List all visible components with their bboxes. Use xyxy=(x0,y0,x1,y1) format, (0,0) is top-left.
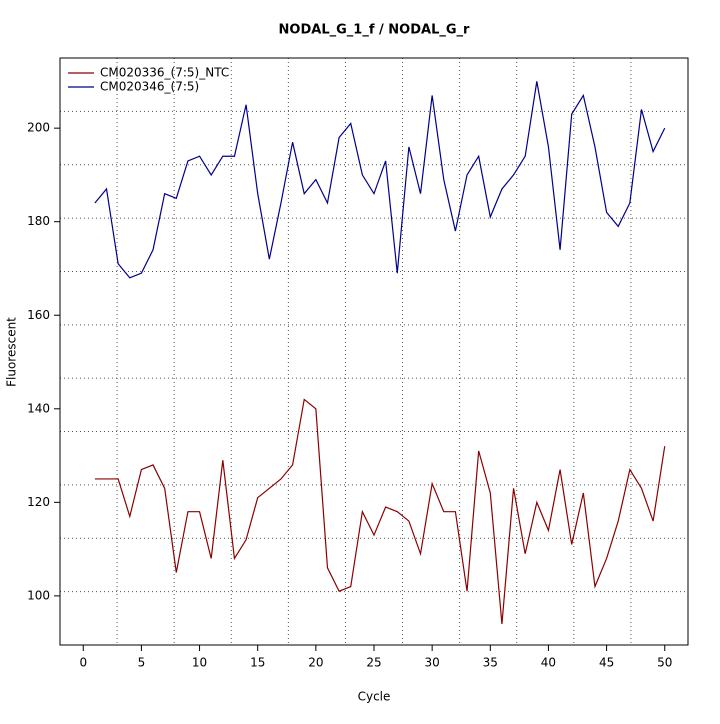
y-tick-label: 120 xyxy=(27,495,50,509)
series-line xyxy=(94,398,666,625)
y-tick-label: 100 xyxy=(27,588,50,602)
x-tick-label: 40 xyxy=(541,656,556,670)
legend-label: CM020336_(7:5)_NTC xyxy=(100,66,229,80)
legend-label: CM020346_(7:5) xyxy=(100,80,199,94)
x-tick-label: 5 xyxy=(138,656,146,670)
x-tick-label: 35 xyxy=(483,656,498,670)
plot-frame xyxy=(59,57,689,646)
x-tick-label: 25 xyxy=(366,656,381,670)
y-tick-label: 140 xyxy=(27,401,50,415)
x-tick-label: 20 xyxy=(308,656,323,670)
x-tick-label: 50 xyxy=(657,656,672,670)
x-axis-title: Cycle xyxy=(358,690,391,704)
y-tick-label: 180 xyxy=(27,214,50,228)
y-tick-label: 160 xyxy=(27,308,50,322)
x-tick-label: 0 xyxy=(79,656,87,670)
x-tick-label: 15 xyxy=(250,656,265,670)
chart-title: NODAL_G_1_f / NODAL_G_r xyxy=(279,23,470,38)
x-tick-label: 10 xyxy=(192,656,207,670)
y-tick-label: 200 xyxy=(27,121,50,135)
x-tick-label: 30 xyxy=(425,656,440,670)
y-axis-title: Fluorescent xyxy=(5,317,19,387)
x-tick-label: 45 xyxy=(599,656,614,670)
series-line xyxy=(94,81,666,279)
